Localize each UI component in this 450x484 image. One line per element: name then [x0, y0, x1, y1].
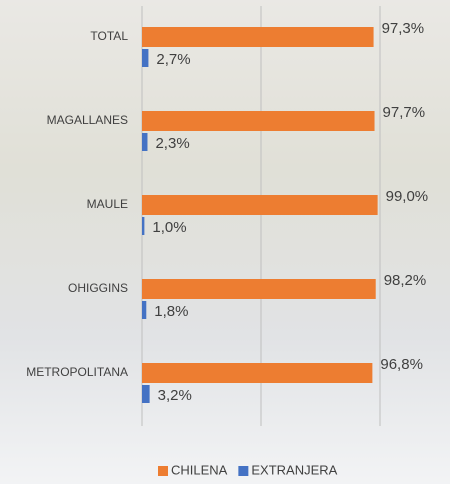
y-tick-label: TOTAL: [90, 29, 128, 43]
bar: [142, 363, 372, 383]
bar: [142, 133, 147, 151]
value-label: 2,7%: [156, 51, 190, 68]
value-label: 3,2%: [158, 387, 192, 404]
bar: [142, 385, 150, 403]
value-label: 2,3%: [155, 135, 189, 152]
legend-label: CHILENA: [171, 462, 228, 477]
bar: [142, 195, 378, 215]
value-label: 97,7%: [383, 104, 426, 121]
bar: [142, 217, 144, 235]
bar: [142, 111, 375, 131]
legend-label: EXTRANJERA: [251, 462, 337, 477]
legend-swatch: [238, 466, 248, 476]
chart: TOTAL 97,3% 2,7% MAGALLANES 97,7% 2,3% MAULE 99…: [0, 0, 450, 484]
y-tick-label: OHIGGINS: [68, 281, 128, 295]
value-label: 1,8%: [154, 303, 188, 320]
y-tick-label: MAULE: [87, 197, 128, 211]
background-overlay: [0, 0, 450, 484]
bar: [142, 301, 146, 319]
y-tick-label: METROPOLITANA: [26, 365, 128, 379]
bar: [142, 49, 148, 67]
bar: [142, 279, 376, 299]
bar: [142, 27, 374, 47]
value-label: 97,3%: [382, 20, 425, 37]
y-tick-label: MAGALLANES: [47, 113, 128, 127]
value-label: 1,0%: [152, 219, 186, 236]
value-label: 96,8%: [380, 356, 423, 373]
legend-swatch: [158, 466, 168, 476]
value-label: 98,2%: [384, 272, 427, 289]
value-label: 99,0%: [386, 188, 429, 205]
